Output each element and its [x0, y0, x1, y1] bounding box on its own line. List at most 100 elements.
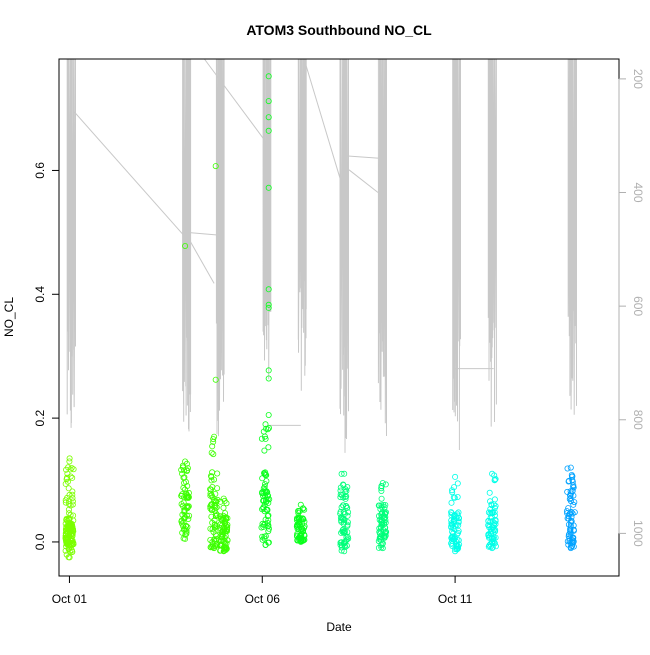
data-point [66, 455, 73, 462]
data-point [293, 515, 300, 522]
data-point [262, 542, 269, 549]
data-point [180, 499, 187, 506]
y-axis: 0.0 0.2 0.4 0.6 [33, 162, 60, 550]
data-point [207, 544, 214, 551]
data-point [567, 528, 574, 535]
overlay-connector-4 [303, 58, 344, 187]
data-point [569, 487, 576, 494]
data-point [261, 483, 268, 490]
overlay-connector-1 [184, 232, 215, 284]
data-point [261, 447, 268, 454]
data-point [341, 548, 348, 555]
data-point [491, 522, 498, 529]
data-point [489, 524, 496, 531]
data-point [376, 529, 383, 536]
data-point [69, 539, 76, 546]
data-point [69, 491, 76, 498]
data-point [492, 517, 499, 524]
data-point [450, 518, 457, 525]
overlay-burst-5 [339, 58, 349, 453]
series-4 [448, 470, 499, 555]
data-point [211, 538, 218, 545]
x-axis-label: Date [326, 620, 352, 634]
data-point [260, 497, 267, 504]
data-point [571, 509, 578, 516]
data-point [569, 476, 576, 483]
overlay-connector-6 [348, 169, 379, 193]
y-axis-label: NO_CL [2, 297, 16, 337]
data-point [207, 525, 214, 532]
data-point [339, 516, 346, 523]
data-point [63, 537, 70, 544]
data-point [342, 537, 349, 544]
data-point [382, 514, 389, 521]
data-point [492, 521, 499, 528]
data-point [340, 509, 347, 516]
data-point [454, 493, 461, 500]
data-point [341, 470, 348, 477]
data-point [570, 484, 577, 491]
data-point [220, 548, 227, 555]
data-point [214, 470, 221, 477]
data-point [182, 458, 189, 465]
data-point [450, 484, 457, 491]
data-point [485, 517, 492, 524]
data-point [208, 507, 215, 514]
data-point [182, 535, 189, 542]
data-point [265, 367, 272, 374]
data-point [295, 514, 302, 521]
data-point [567, 545, 574, 552]
data-point [64, 470, 71, 477]
data-point [217, 498, 224, 505]
data-point [448, 487, 455, 494]
data-point [261, 492, 268, 499]
data-point [448, 499, 455, 506]
data-point [264, 426, 271, 433]
data-point [181, 508, 188, 515]
x-axis: Oct 01 Oct 06 Oct 11 [52, 575, 473, 606]
data-point [343, 487, 350, 494]
overlay-connector-3 [203, 58, 266, 142]
data-point [490, 530, 497, 537]
data-point [214, 512, 221, 519]
data-point [69, 530, 76, 537]
data-point [452, 546, 459, 553]
data-point [66, 491, 73, 498]
data-point [338, 470, 345, 477]
right-y-axis: 200 400 600 800 1000 [618, 69, 645, 547]
data-point [344, 529, 351, 536]
data-point [69, 522, 76, 529]
data-point [265, 375, 272, 382]
data-point [566, 510, 573, 517]
overlay-burst-0 [66, 58, 76, 428]
data-point [454, 537, 461, 544]
data-point [491, 512, 498, 519]
data-point [455, 509, 462, 516]
data-point [67, 544, 74, 551]
data-point [451, 536, 458, 543]
data-point [265, 424, 272, 431]
data-point [209, 483, 216, 490]
data-point [223, 500, 230, 507]
data-point [487, 509, 494, 516]
data-point [218, 534, 225, 541]
data-point [65, 485, 72, 492]
data-point [485, 543, 492, 550]
data-point [379, 545, 386, 552]
data-point [488, 502, 495, 509]
data-point [185, 494, 192, 501]
data-point [263, 472, 270, 479]
data-point [378, 504, 385, 511]
data-point [452, 473, 459, 480]
data-point [569, 473, 576, 480]
data-point [450, 516, 457, 523]
data-point [184, 465, 191, 472]
data-point [219, 537, 226, 544]
data-point [265, 304, 272, 311]
data-point [342, 544, 349, 551]
data-point [571, 499, 578, 506]
data-point [261, 481, 268, 488]
data-point [262, 469, 269, 476]
data-point [378, 495, 385, 502]
